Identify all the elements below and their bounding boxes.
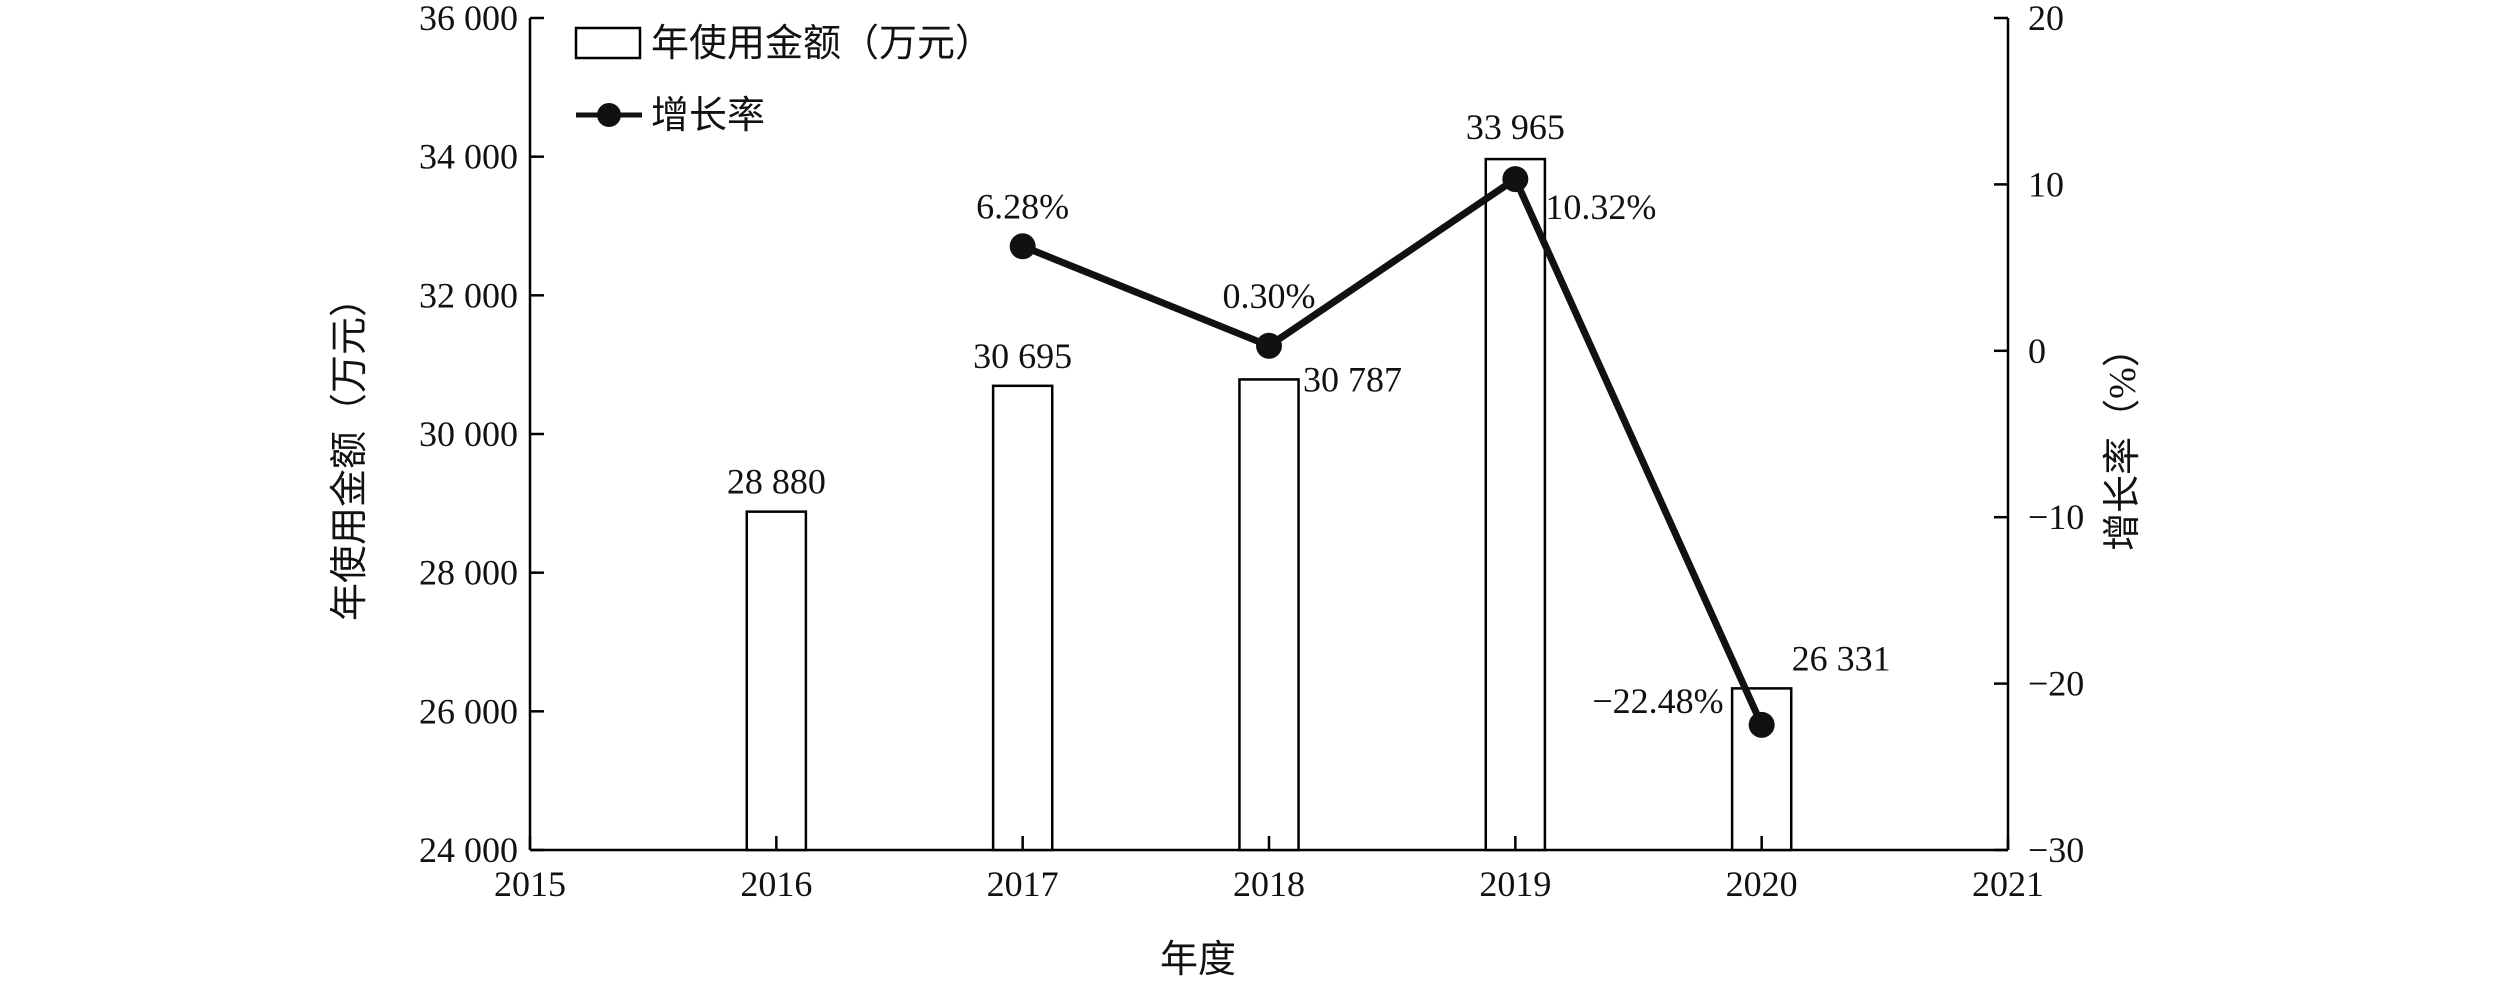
left-y-axis: 24 000 26 000 28 000 30 000 32 000 34 000 36 0… [419,0,544,870]
growth-value-label: 10.32% [1545,187,1656,227]
growth-point [1256,332,1282,359]
right-y-tick-label: −30 [2028,830,2084,870]
y-axis-right-title: 增长率（%） [2102,329,2144,551]
y-axis-left-title: 年使用金额（万元） [329,279,371,621]
growth-value-label: −22.48% [1592,681,1723,721]
growth-value-label: 0.30% [1223,276,1316,316]
growth-line-series [1009,166,1775,738]
growth-value-label: 6.28% [976,186,1069,226]
x-tick-label: 2021 [1972,864,2044,904]
bar [745,510,808,852]
legend-bar-swatch [574,26,642,60]
left-y-tick-label: 30 000 [419,414,518,454]
growth-point [1748,711,1775,738]
bar-series [745,157,1793,852]
bar [1238,378,1300,852]
x-axis: 2015 2016 2017 2018 2019 2020 2021 [494,836,2044,904]
x-tick-label: 2016 [740,864,812,904]
x-axis-title: 年度 [1160,939,1236,981]
growth-point [1502,166,1529,193]
growth-point [1009,233,1036,260]
legend-bar-label: 年使用金额（万元） [651,23,993,65]
bar [1484,157,1547,852]
right-y-tick-label: 20 [2028,0,2064,38]
left-y-tick-label: 32 000 [419,275,518,315]
left-y-tick-label: 26 000 [419,691,518,731]
left-y-tick-label: 34 000 [419,137,518,177]
left-y-tick-label: 24 000 [419,830,518,870]
right-y-tick-label: −10 [2028,497,2084,537]
legend: 年使用金额（万元） 增长率 [574,23,993,137]
x-tick-label: 2020 [1726,864,1798,904]
bar-value-label: 30 787 [1303,359,1402,399]
legend-line-marker [597,103,621,127]
x-tick-label: 2017 [987,864,1059,904]
growth-line [1021,175,1765,727]
right-y-axis: −30 −20 −10 0 10 20 [1994,0,2084,870]
x-tick-label: 2018 [1233,864,1305,904]
x-tick-label: 2015 [494,864,566,904]
x-tick-label: 2019 [1479,864,1551,904]
right-y-tick-label: 0 [2028,331,2046,371]
bar [991,384,1054,852]
bar-value-label: 30 695 [973,336,1072,376]
right-y-tick-label: −20 [2028,664,2084,704]
left-y-tick-label: 36 000 [419,0,518,38]
bar-value-label: 26 331 [1792,638,1891,678]
bar-value-label: 28 880 [727,462,826,502]
data-labels: 28 880 30 695 30 787 33 965 26 331 6.28% 0.30%… [727,107,1891,721]
right-y-tick-label: 10 [2028,164,2064,204]
bar-value-label: 33 965 [1466,107,1565,147]
left-y-tick-label: 28 000 [419,553,518,593]
legend-line-label: 增长率 [651,95,765,137]
